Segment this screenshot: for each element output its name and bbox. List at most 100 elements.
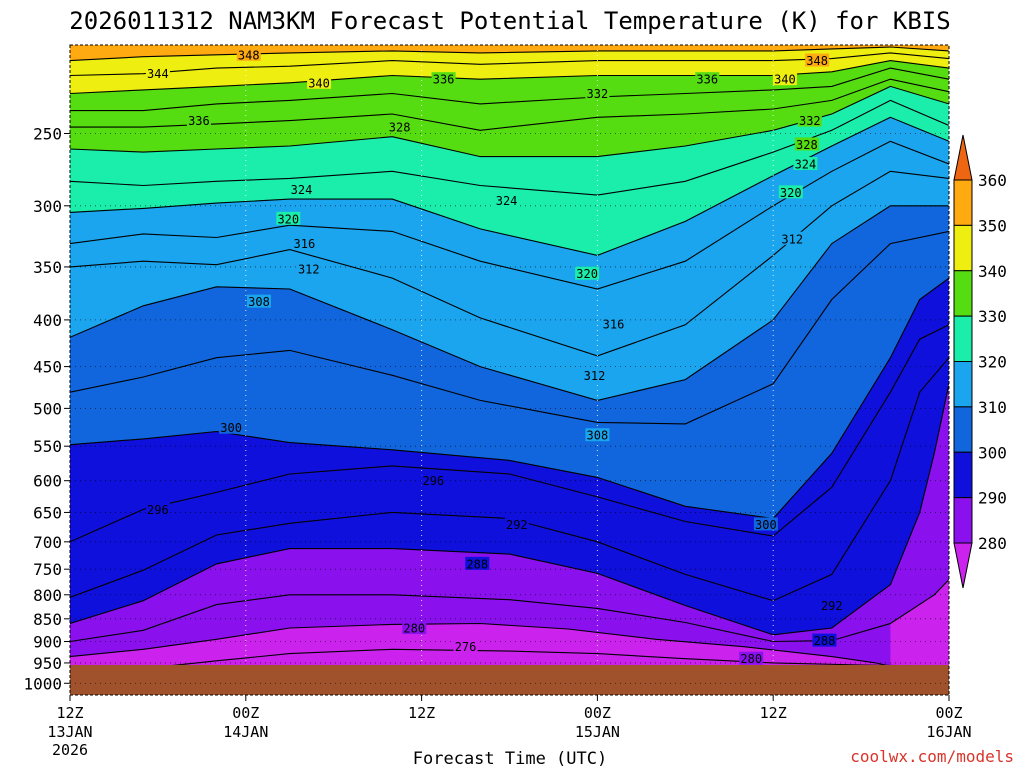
colorbar-bottom-arrow	[953, 542, 973, 589]
contour-label-320: 320	[276, 211, 301, 226]
contour-336	[70, 67, 949, 112]
contour-label-text: 324	[795, 158, 817, 172]
colorbar-label: 280	[978, 534, 1007, 553]
contour-label-text: 300	[755, 518, 777, 532]
contour-label-288: 288	[812, 633, 837, 648]
ground-surface	[70, 665, 949, 695]
fill-band-above-348	[70, 45, 949, 61]
colorbar-swatch	[953, 315, 973, 362]
contour-label-296: 296	[421, 473, 446, 488]
x-tick-label: 12Z	[760, 704, 787, 722]
colorbar-label: 350	[978, 216, 1007, 235]
contour-label-308: 308	[246, 294, 271, 309]
contour-label-bg	[145, 66, 170, 80]
contour-label-text: 340	[308, 76, 330, 90]
ground-below-surface	[70, 665, 949, 695]
x-tick-date: 16JAN	[926, 723, 971, 741]
contour-label-text: 296	[422, 474, 444, 488]
x-axis-label: Forecast Time (UTC)	[413, 749, 607, 768]
contour-label-bg	[797, 113, 822, 127]
contour-label-308: 308	[585, 428, 610, 443]
y-tick-label: 250	[33, 124, 62, 143]
contour-label-text: 312	[584, 369, 606, 383]
contour-348	[70, 46, 949, 62]
contour-label-bg	[289, 182, 314, 196]
colorbar: 280 290 300 310 320 330 340 350 360	[953, 134, 1007, 589]
contour-label-300: 300	[753, 517, 778, 532]
contour-label-bg	[772, 72, 797, 86]
contour-label-300: 300	[219, 420, 244, 435]
contour-label-text: 332	[799, 114, 821, 128]
x-tick-year: 2026	[52, 741, 88, 759]
contour-label-336: 336	[695, 72, 720, 87]
contour-label-bg	[219, 420, 244, 434]
contour-label-text: 312	[781, 232, 803, 246]
contour-label-text: 320	[576, 267, 598, 281]
contour-label-bg	[753, 517, 778, 531]
contour-label-text: 292	[506, 518, 528, 532]
contour-label-text: 348	[806, 54, 828, 68]
contour-label-292: 292	[504, 517, 529, 532]
colorbar-swatch	[953, 451, 973, 499]
contour-label-340: 340	[772, 72, 797, 87]
y-tick-label: 500	[33, 399, 62, 418]
contour-label-280: 280	[402, 621, 427, 636]
contour-label-336: 336	[431, 72, 456, 87]
colorbar-swatch	[953, 361, 973, 408]
contour-label-320: 320	[778, 185, 803, 200]
contour-288	[70, 383, 949, 636]
contour-320	[70, 116, 949, 256]
colorbar-swatch	[953, 270, 973, 317]
colorbar-swatch	[953, 497, 973, 544]
y-tick-label: 750	[33, 560, 62, 579]
contour-label-text: 296	[147, 503, 169, 517]
x-tick-label: 12Z	[56, 704, 83, 722]
x-tick-date: 14JAN	[223, 723, 268, 741]
contour-label-text: 328	[796, 138, 818, 152]
contour-label-bg	[421, 473, 446, 487]
contour-label-340: 340	[307, 75, 332, 90]
contour-label-bg	[585, 86, 610, 100]
x-tick-label: 00Z	[935, 704, 962, 722]
contour-label-bg	[307, 75, 332, 89]
contour-label-312: 312	[780, 231, 805, 246]
y-tick-label: 850	[33, 610, 62, 629]
y-tick-label: 900	[33, 632, 62, 651]
contour-label-text: 336	[696, 73, 718, 87]
contour-344	[70, 52, 949, 77]
contour-label-bg	[246, 294, 271, 308]
contour-label-bg	[186, 113, 211, 127]
contour-label-280: 280	[739, 651, 764, 666]
contour-300	[70, 277, 949, 520]
contour-324	[70, 99, 949, 196]
x-tick-label: 00Z	[584, 704, 611, 722]
contour-328	[70, 85, 949, 158]
contour-label-text: 328	[389, 121, 411, 135]
contour-label-text: 308	[248, 295, 270, 309]
colorbar-swatch	[953, 406, 973, 453]
y-tick-label: 700	[33, 533, 62, 552]
contour-label-text: 316	[294, 237, 316, 251]
contour-312	[70, 170, 949, 357]
plot-frame	[69, 44, 950, 696]
x-tick-label: 00Z	[232, 704, 259, 722]
contour-label-text: 324	[291, 183, 313, 197]
contour-label-332: 332	[797, 113, 822, 128]
y-tick-label: 400	[33, 311, 62, 330]
contour-label-328: 328	[387, 120, 412, 135]
contour-label-bg	[292, 236, 317, 250]
plot-area: 348 344 340 336 332 336 340 348 336 328 332 328 324 3…	[70, 45, 949, 695]
y-tick-label: 450	[33, 358, 62, 377]
contour-label-292: 292	[819, 598, 844, 613]
contour-label-bg	[145, 502, 170, 516]
contour-label-text: 332	[587, 87, 609, 101]
x-tick-date: 13JAN	[47, 723, 92, 741]
contour-label-bg	[601, 316, 626, 330]
contour-label-bg	[453, 639, 478, 653]
contour-label-text: 324	[496, 194, 518, 208]
contour-label-bg	[812, 633, 837, 647]
contour-label-348: 348	[236, 47, 261, 62]
contour-label-text: 276	[455, 640, 477, 654]
contour-label-324: 324	[494, 193, 519, 208]
